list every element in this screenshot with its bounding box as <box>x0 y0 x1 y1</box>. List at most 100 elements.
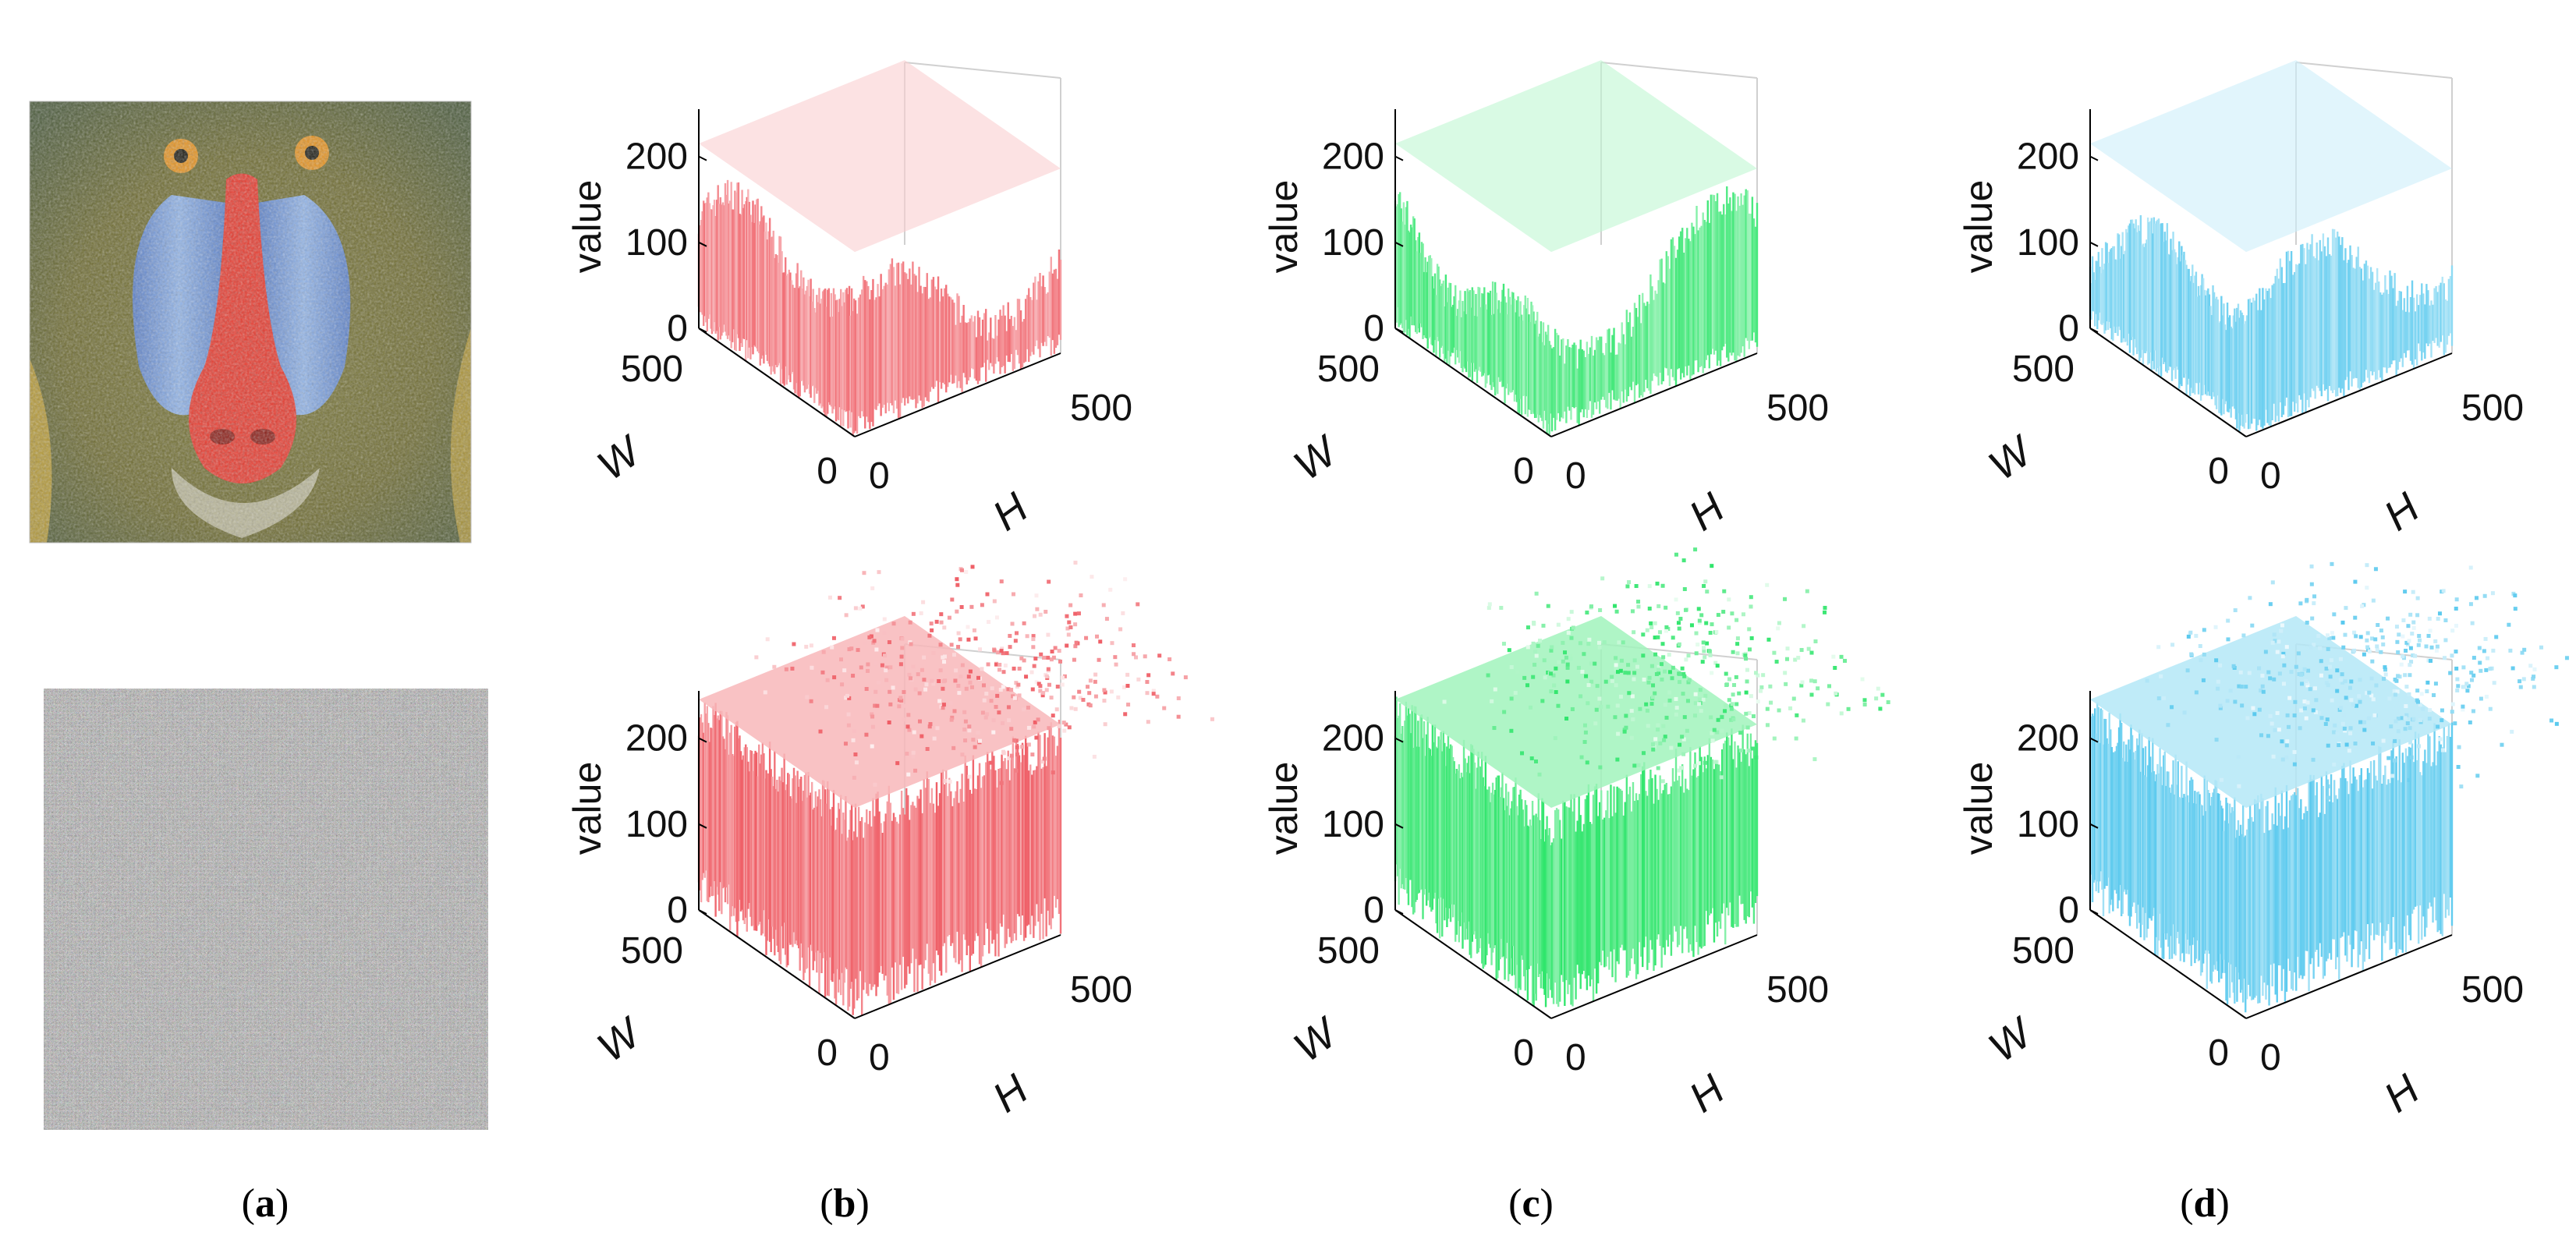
surface-top-speck <box>1615 670 1620 675</box>
surface-top-speck <box>2483 636 2488 641</box>
surface-top-speck <box>2185 668 2190 673</box>
surface-top-speck <box>1563 650 1568 655</box>
surface-top-speck <box>1014 631 1019 636</box>
surface-top-speck <box>809 643 813 648</box>
surface-top-speck <box>2508 648 2513 653</box>
z-tick-label: 100 <box>625 804 688 845</box>
surface-top-speck <box>1542 658 1547 663</box>
surface-top-speck <box>1693 547 1698 552</box>
surface-top-speck <box>2468 565 2473 570</box>
surface-top-speck <box>2213 625 2218 629</box>
surface-top-speck <box>849 646 854 651</box>
surface-top-speck <box>2564 656 2569 660</box>
surface-top-speck <box>2194 633 2199 638</box>
surface-top-speck <box>1656 635 1660 639</box>
surface-top-speck <box>1579 755 1584 760</box>
z-tick <box>1394 909 1404 915</box>
surface-top-speck <box>1812 679 1817 684</box>
surface-top-speck <box>919 611 923 615</box>
surface-top-speck <box>852 729 857 734</box>
surface-top-speck <box>1554 666 1558 671</box>
surface-top-speck <box>1646 724 1650 728</box>
surface-top-speck <box>954 668 958 673</box>
surface-top-speck <box>2331 636 2336 640</box>
w-tick-label: 500 <box>2012 930 2075 972</box>
surface-top-speck <box>1653 737 1658 742</box>
surface-top-speck <box>888 665 893 670</box>
surface-top-speck <box>1598 765 1603 770</box>
surface-top-speck <box>1720 728 1724 733</box>
surface-top-speck <box>2370 659 2375 664</box>
surface-top-speck <box>1014 681 1019 685</box>
surface-top-speck <box>1606 704 1610 709</box>
surface-top-speck <box>929 621 934 626</box>
surface-top-speck <box>2285 713 2290 717</box>
surface-top-speck <box>909 676 913 681</box>
surface-top-speck <box>1734 675 1738 679</box>
surface-top-speck <box>1656 728 1660 732</box>
surface-top-speck <box>921 600 926 604</box>
surface-top-speck <box>996 650 1001 655</box>
surface-top-speck <box>1001 670 1006 675</box>
surface-top-speck <box>1703 579 1708 584</box>
surface-top-speck <box>922 678 927 682</box>
z-tick-label: 0 <box>667 308 688 349</box>
surface-top-speck <box>1657 667 1661 672</box>
surface-top-speck <box>858 606 863 611</box>
surface-top-speck <box>1090 575 1094 579</box>
surface-top-speck <box>2461 685 2466 689</box>
surface-top-speck <box>1693 701 1698 706</box>
surface-top-speck <box>2284 645 2289 650</box>
surface-top-speck <box>962 710 967 714</box>
surface-top-speck <box>1093 679 1097 684</box>
z-tick <box>2089 823 2099 829</box>
surface-top-speck <box>2348 731 2353 735</box>
surface-top-speck <box>2486 656 2490 660</box>
surface-top-speck <box>1731 692 1735 697</box>
surface-top-speck <box>1589 604 1593 609</box>
surface-top-speck <box>1060 675 1065 680</box>
surface-top-speck <box>1627 580 1632 585</box>
surface-top-speck <box>2429 645 2434 650</box>
surface-top <box>1395 60 1757 253</box>
surface-top-speck <box>2198 644 2202 649</box>
surface-top-speck <box>1116 695 1121 699</box>
surface-top-speck <box>1749 694 1753 699</box>
surface-top-speck <box>2383 672 2388 677</box>
surface-top-speck <box>1641 632 1646 637</box>
surface-top-speck <box>1625 584 1630 589</box>
surface-top-speck <box>2330 698 2334 703</box>
surface-top-speck <box>941 679 946 684</box>
surface-top-speck <box>1146 673 1151 678</box>
surface-top-speck <box>2313 710 2318 714</box>
surface-top-speck <box>1492 726 1497 731</box>
surface-top-speck <box>2273 639 2277 643</box>
surface-top-speck <box>1800 680 1805 685</box>
surface-top-speck <box>1065 614 1069 618</box>
surface-top <box>1395 616 1757 809</box>
w-tick-label: 0 <box>1513 451 1534 492</box>
surface-top-speck <box>968 680 973 685</box>
surface-top-speck <box>1794 736 1798 741</box>
surface-top-speck <box>2518 685 2523 689</box>
surface-top-speck <box>2311 708 2316 713</box>
surface-top-speck <box>1031 637 1036 642</box>
surface-top-speck <box>1749 604 1753 609</box>
surface-top-speck <box>1034 735 1039 740</box>
surface-top-speck <box>1739 748 1744 752</box>
z-axis-label: value <box>1262 762 1306 855</box>
surface-top-speck <box>2441 589 2446 593</box>
surface-top <box>2090 616 2452 809</box>
surface-top-speck <box>1732 683 1737 688</box>
surface-top-speck <box>1737 691 1742 696</box>
surface-top-speck <box>2450 653 2454 658</box>
surface-top-speck <box>1176 714 1181 719</box>
surface-top-speck <box>1765 706 1770 711</box>
surface-top-speck <box>2311 757 2316 762</box>
surface-top-speck <box>1653 652 1658 657</box>
surface-top-speck <box>2348 726 2353 731</box>
surface-top-speck <box>1636 604 1641 609</box>
surface-top-speck <box>1674 706 1679 710</box>
surface-top-speck <box>1035 607 1040 611</box>
surface-top-speck <box>2425 680 2430 685</box>
